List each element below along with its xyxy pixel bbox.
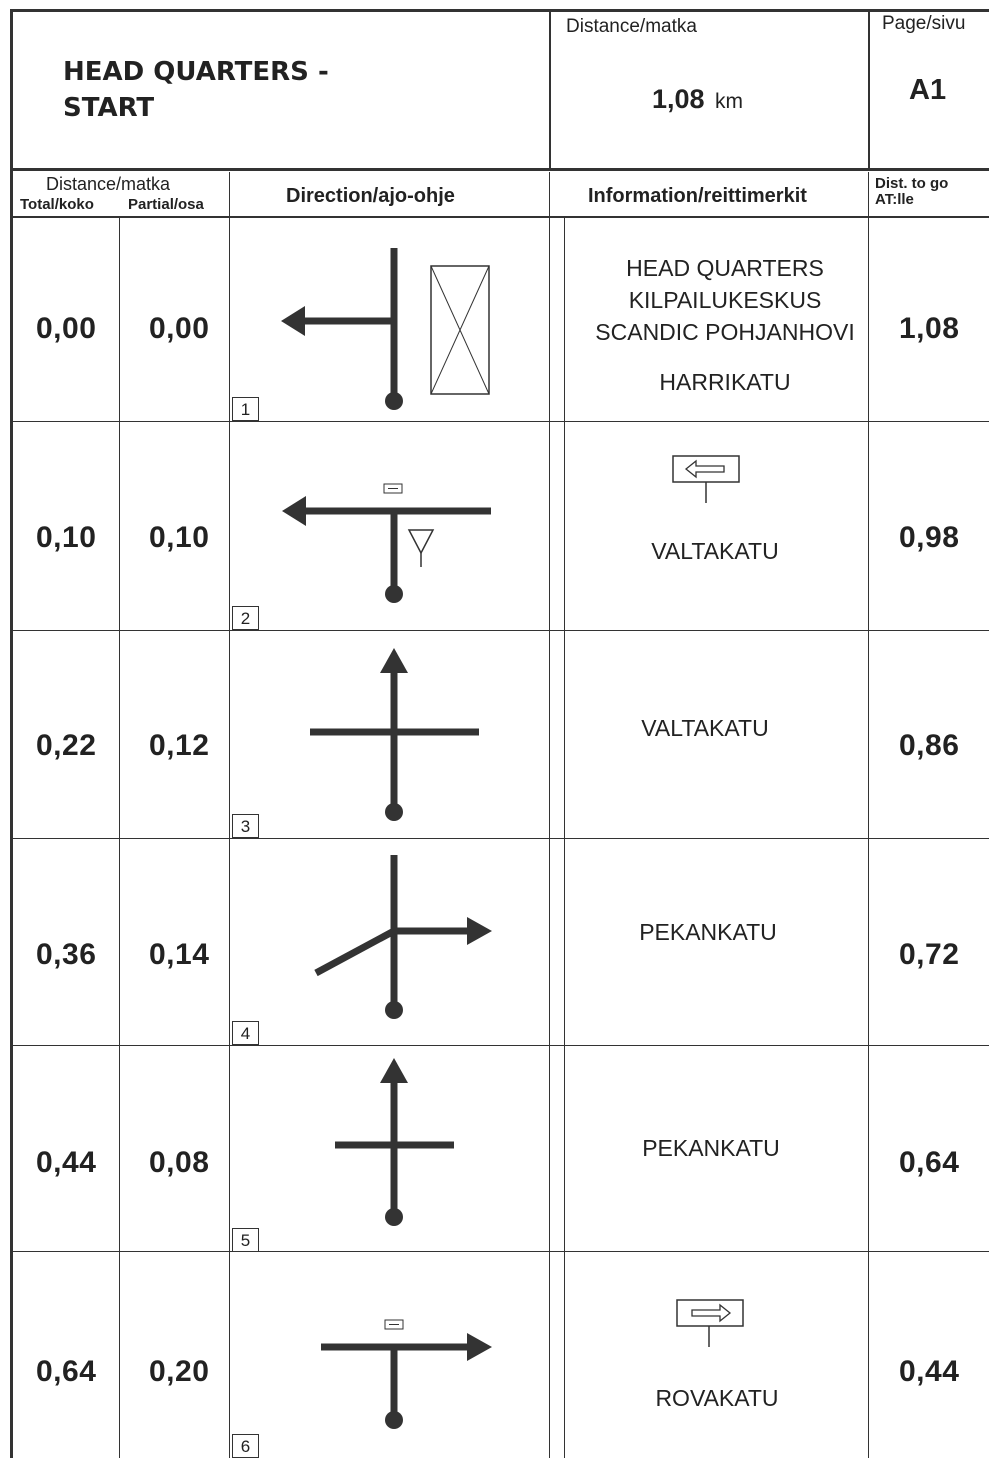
partial-distance: 0,08: [149, 1146, 210, 1179]
header-distance-unit: km: [715, 90, 744, 113]
col-partial: Partial/osa: [128, 196, 204, 213]
route-info: PEKANKATU: [561, 1132, 861, 1164]
header-page-value: A1: [909, 74, 947, 106]
stage-title-line-1: HEAD QUARTERS -: [63, 57, 329, 87]
partial-distance: 0,00: [149, 312, 210, 345]
distance-to-go: 1,08: [899, 312, 960, 345]
info-line: VALTAKATU: [641, 715, 769, 741]
step-number: 2: [232, 606, 259, 630]
info-line: ROVAKATU: [655, 1385, 779, 1411]
info-line: PEKANKATU: [642, 1135, 780, 1161]
route-info: VALTAKATU: [565, 535, 865, 567]
col-distance-group: Distance/matka: [46, 174, 171, 194]
total-distance: 0,10: [36, 521, 97, 554]
route-info: PEKANKATU: [558, 916, 858, 948]
info-line: PEKANKATU: [639, 919, 777, 945]
distance-to-go: 0,72: [899, 938, 960, 971]
step-number: 1: [232, 397, 259, 421]
info-line: KILPAILUKESKUS: [628, 287, 822, 313]
info-line: HARRIKATU: [659, 369, 791, 395]
info-line: VALTAKATU: [651, 538, 779, 564]
distance-to-go: 0,98: [899, 521, 960, 554]
col-information: Information/reittimerkit: [588, 185, 807, 207]
step-number: 3: [232, 814, 259, 838]
total-distance: 0,00: [36, 312, 97, 345]
header-distance-value: 1,08: [652, 84, 705, 114]
col-total: Total/koko: [20, 196, 94, 213]
info-line: HEAD QUARTERS: [626, 255, 824, 281]
col-dist-to-go-line-1: Dist. to go: [875, 175, 949, 192]
distance-to-go: 0,86: [899, 729, 960, 762]
header-distance: 1,08 km: [652, 84, 743, 115]
distance-to-go: 0,64: [899, 1146, 960, 1179]
partial-distance: 0,14: [149, 938, 210, 971]
step-number: 4: [232, 1021, 259, 1045]
partial-distance: 0,20: [149, 1355, 210, 1388]
col-dist-to-go: Dist. to go AT:lle: [875, 176, 948, 208]
total-distance: 0,64: [36, 1355, 97, 1388]
partial-distance: 0,12: [149, 729, 210, 762]
route-info: HEAD QUARTERS KILPAILUKESKUS SCANDIC POH…: [575, 252, 875, 398]
stage-title-line-2: START: [63, 93, 155, 123]
distance-to-go: 0,44: [899, 1355, 960, 1388]
header-page-label: Page/sivu: [882, 13, 966, 34]
col-direction: Direction/ajo-ohje: [286, 185, 455, 207]
stage-title: HEAD QUARTERS - START: [63, 54, 329, 126]
total-distance: 0,44: [36, 1146, 97, 1179]
col-dist-to-go-line-2: AT:lle: [875, 191, 914, 208]
partial-distance: 0,10: [149, 521, 210, 554]
total-distance: 0,36: [36, 938, 97, 971]
total-distance: 0,22: [36, 729, 97, 762]
info-line: SCANDIC POHJANHOVI: [595, 319, 855, 345]
route-info: VALTAKATU: [555, 712, 855, 744]
step-number: 6: [232, 1434, 259, 1458]
header-distance-label: Distance/matka: [566, 16, 697, 37]
step-number: 5: [232, 1228, 259, 1252]
route-info: ROVAKATU: [567, 1382, 867, 1414]
